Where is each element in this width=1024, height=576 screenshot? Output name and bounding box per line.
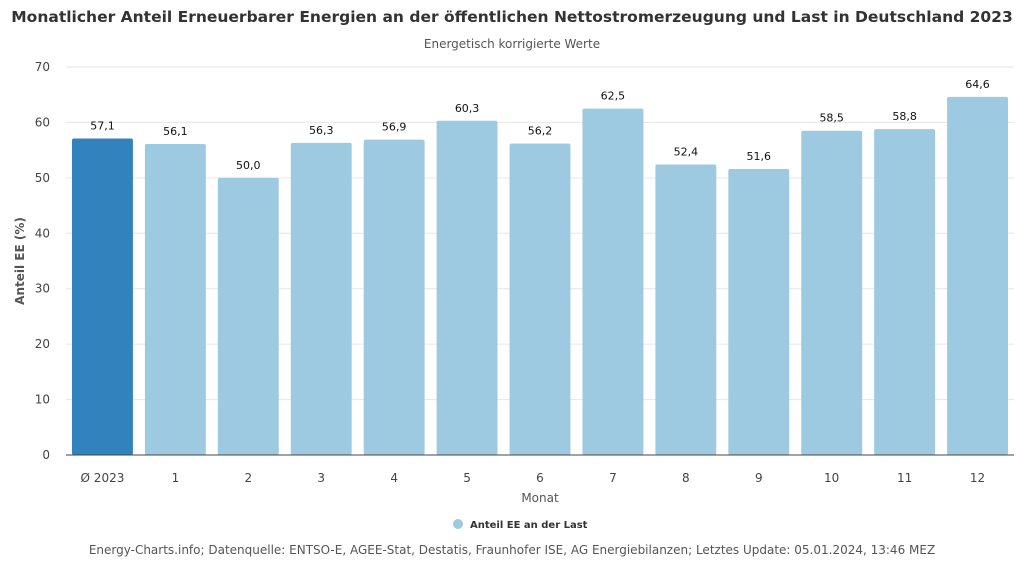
legend-label: Anteil EE an der Last — [470, 520, 588, 531]
y-tick-label: 0 — [42, 448, 50, 462]
y-tick-label: 10 — [35, 393, 50, 407]
x-tick-label: 3 — [317, 471, 325, 485]
bar — [72, 138, 133, 455]
bar — [874, 129, 936, 455]
data-label: 58,8 — [892, 110, 917, 123]
x-tick-label: 12 — [970, 471, 985, 485]
x-tick-label: 6 — [536, 471, 544, 485]
data-label: 52,4 — [674, 146, 699, 159]
y-tick-label: 20 — [35, 337, 50, 351]
x-tick-label: 10 — [824, 471, 839, 485]
data-label: 60,3 — [455, 102, 480, 115]
data-label: 58,5 — [819, 112, 844, 125]
bar — [801, 130, 863, 455]
bar — [582, 108, 644, 456]
bar — [655, 164, 717, 455]
data-label: 56,2 — [528, 124, 553, 137]
y-axis-title: Anteil EE (%) — [13, 217, 27, 305]
bar — [290, 142, 352, 456]
bar — [436, 120, 498, 455]
data-label: 51,6 — [747, 150, 772, 163]
chart-subtitle: Energetisch korrigierte Werte — [423, 37, 601, 51]
y-tick-label: 70 — [35, 60, 50, 74]
source-footer: Energy-Charts.info; Datenquelle: ENTSO-E… — [88, 543, 936, 557]
bar — [509, 143, 571, 455]
bar — [217, 177, 279, 455]
y-tick-label: 60 — [35, 115, 50, 129]
data-label: 64,6 — [965, 78, 990, 91]
data-label: 50,0 — [236, 159, 261, 172]
bar — [363, 139, 425, 455]
x-tick-label: 8 — [682, 471, 690, 485]
data-label: 56,9 — [382, 121, 407, 134]
y-tick-label: 30 — [35, 282, 50, 296]
data-label: 62,5 — [601, 90, 626, 103]
x-tick-label: 4 — [390, 471, 398, 485]
legend-marker — [453, 519, 463, 529]
data-label: 56,1 — [163, 125, 188, 138]
data-label: 57,1 — [90, 120, 115, 133]
bar — [144, 144, 206, 455]
bar — [728, 168, 790, 455]
y-tick-label: 40 — [35, 226, 50, 240]
data-label: 56,3 — [309, 124, 334, 137]
y-tick-label: 50 — [35, 171, 50, 185]
x-tick-label: Ø 2023 — [81, 471, 125, 485]
x-tick-label: 5 — [463, 471, 471, 485]
x-tick-label: 1 — [172, 471, 180, 485]
x-tick-label: 2 — [244, 471, 252, 485]
x-tick-label: 7 — [609, 471, 617, 485]
bar — [947, 96, 1008, 455]
x-tick-label: 9 — [755, 471, 763, 485]
x-tick-label: 11 — [897, 471, 912, 485]
chart-title: Monatlicher Anteil Erneuerbarer Energien… — [11, 8, 1013, 26]
x-axis-title: Monat — [521, 491, 559, 505]
